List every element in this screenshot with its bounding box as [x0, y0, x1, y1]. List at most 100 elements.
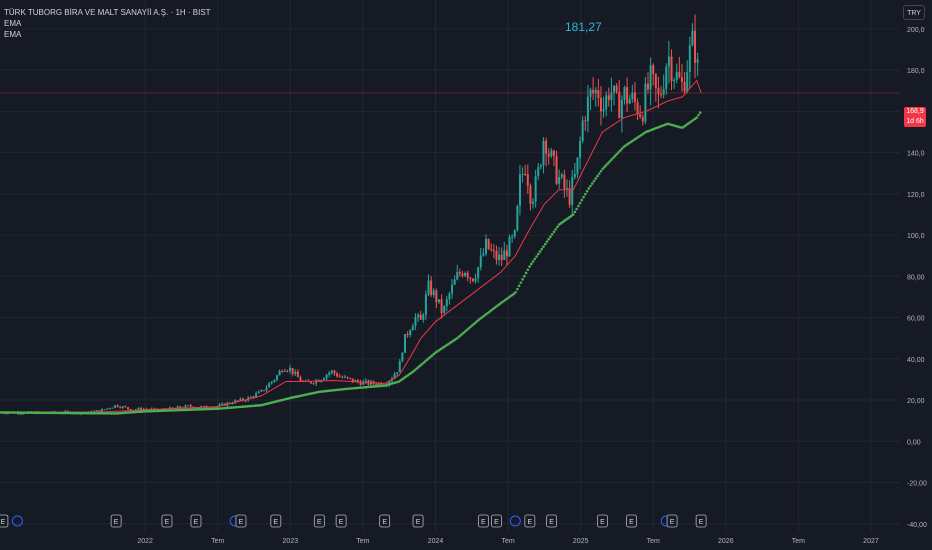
candle-body — [558, 177, 561, 184]
candle-body — [268, 383, 271, 388]
ema-slow-point — [697, 113, 700, 117]
ema-slow-point — [575, 207, 578, 211]
earnings-marker-label: E — [317, 519, 322, 526]
candle-body — [636, 102, 639, 115]
ema-slow-point — [462, 331, 465, 335]
candle-body — [323, 378, 325, 380]
candle-body — [568, 188, 571, 205]
x-tick-label: Tem — [356, 538, 369, 545]
candle-body — [566, 188, 568, 190]
symbol-title[interactable]: TÜRK TUBORG BİRA VE MALT SANAYİİ A.Ş. · … — [4, 8, 211, 17]
candle-body — [644, 83, 647, 122]
candle-body — [281, 370, 284, 372]
ema-slow-point — [613, 154, 617, 158]
candle-body — [294, 371, 297, 374]
candle-body — [116, 405, 119, 407]
candle-body — [513, 230, 516, 237]
current-price-value: 168,9 — [906, 108, 924, 115]
ema-slow-point — [549, 235, 552, 239]
candle-body — [498, 254, 501, 260]
x-tick-label: 2024 — [428, 538, 444, 545]
y-tick-label: -40,00 — [907, 522, 927, 529]
candle-body — [563, 174, 566, 189]
candle-body — [555, 155, 558, 184]
ema-slow-point — [587, 187, 591, 190]
candle-body — [694, 30, 697, 63]
candle-body — [98, 410, 101, 412]
candle-body — [571, 177, 574, 205]
ema-fast-series — [0, 79, 702, 413]
candle-body — [202, 405, 205, 407]
candle-body — [605, 95, 608, 110]
currency-button[interactable]: TRY — [903, 5, 925, 20]
candle-body — [351, 378, 354, 382]
candle-body — [683, 82, 686, 92]
earnings-marker — [412, 514, 424, 528]
ema-slow-point — [533, 257, 537, 261]
candle-body — [602, 109, 605, 112]
candle-body — [129, 408, 132, 411]
ema-slow-point — [463, 330, 467, 333]
earnings-marker — [110, 514, 122, 528]
indicator-ema-1[interactable]: EMA — [4, 19, 22, 28]
candle-body — [626, 87, 629, 104]
candle-body — [662, 88, 665, 95]
candle-body — [615, 85, 618, 93]
candle-body — [581, 120, 584, 142]
candle-body — [312, 383, 315, 385]
candle-body — [356, 380, 359, 382]
ema-slow-point — [571, 213, 575, 216]
candle-body — [414, 317, 417, 327]
candle-body — [315, 380, 318, 384]
ema-slow-point — [599, 169, 603, 173]
ema-slow-point — [465, 328, 469, 332]
ema-slow-point — [458, 334, 462, 338]
candle-body — [639, 114, 642, 117]
candle-body — [275, 375, 278, 380]
grid-lines — [0, 0, 900, 532]
candle-body — [325, 374, 328, 379]
earnings-marker — [161, 514, 173, 528]
earnings-marker-label: E — [416, 519, 421, 526]
ema-slow-point — [529, 262, 533, 266]
candle-body — [432, 290, 435, 296]
ema-slow-point — [467, 327, 470, 330]
ema-slow-point — [432, 352, 436, 356]
candle-body — [641, 116, 644, 122]
ema-slow-point — [603, 165, 606, 169]
candle-body — [333, 370, 336, 374]
candle-body — [610, 92, 613, 101]
candle-body — [667, 56, 670, 67]
ema-slow-point — [420, 363, 423, 366]
candle-body — [466, 272, 469, 278]
candle-body — [456, 272, 459, 280]
candle-body — [218, 404, 221, 407]
candle-body — [309, 381, 312, 384]
candle-body — [547, 153, 550, 157]
candle-body — [244, 400, 247, 402]
ema-slow-point — [517, 284, 521, 288]
earnings-marker-label: E — [273, 519, 278, 526]
ema-slow-point — [590, 182, 594, 185]
earnings-marker — [379, 514, 391, 528]
earnings-marker — [524, 514, 536, 528]
ema-slow-point — [540, 247, 544, 251]
earnings-marker-label: E — [339, 519, 344, 526]
earnings-marker — [270, 514, 282, 528]
y-tick-label: 60,00 — [907, 316, 925, 323]
candle-body — [388, 380, 391, 385]
earnings-marker-label: E — [1, 519, 6, 526]
indicator-ema-2[interactable]: EMA — [4, 30, 22, 39]
y-tick-label: 40,00 — [907, 357, 925, 364]
x-tick-label: Tem — [211, 538, 224, 545]
y-tick-label: 120,0 — [907, 192, 925, 199]
candle-body — [542, 140, 545, 166]
candle-body — [660, 94, 663, 96]
earnings-marker — [695, 514, 707, 528]
ema-slow-point — [611, 156, 615, 160]
candle-body — [592, 89, 595, 94]
candle-body — [380, 383, 383, 386]
